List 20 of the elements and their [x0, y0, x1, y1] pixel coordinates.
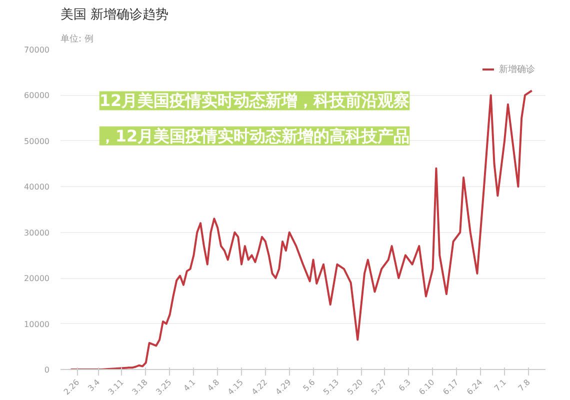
y-tick-label: 0 [44, 366, 50, 374]
annotation: ，12月美国疫情实时动态新增的高科技产品 [99, 126, 410, 146]
legend-label: 新增确诊 [499, 64, 535, 76]
x-tick-label: 5.6 [301, 378, 317, 394]
x-tick-label: 6.3 [397, 378, 412, 394]
y-axis-title: 单位: 例 [60, 34, 94, 44]
x-tick-label: 4.1 [182, 378, 198, 394]
y-tick-label: 50000 [24, 136, 50, 146]
x-tick-label: 7.8 [516, 378, 532, 394]
y-tick-label: 40000 [24, 182, 50, 192]
y-tick-label: 10000 [24, 320, 50, 329]
x-tick-label: 3.4 [86, 378, 102, 394]
x-tick-label: 7.1 [492, 378, 508, 394]
y-tick-label: 60000 [24, 91, 50, 100]
y-tick-label: 20000 [24, 274, 50, 284]
x-tick-label: 4.8 [206, 378, 222, 394]
chart-title: 美国 新增确诊趋势 [60, 6, 169, 22]
annotation: 12月美国疫情实时动态新增，科技前沿观察 [99, 91, 410, 110]
y-tick-label: 70000 [24, 46, 50, 54]
y-tick-label: 30000 [24, 228, 50, 238]
